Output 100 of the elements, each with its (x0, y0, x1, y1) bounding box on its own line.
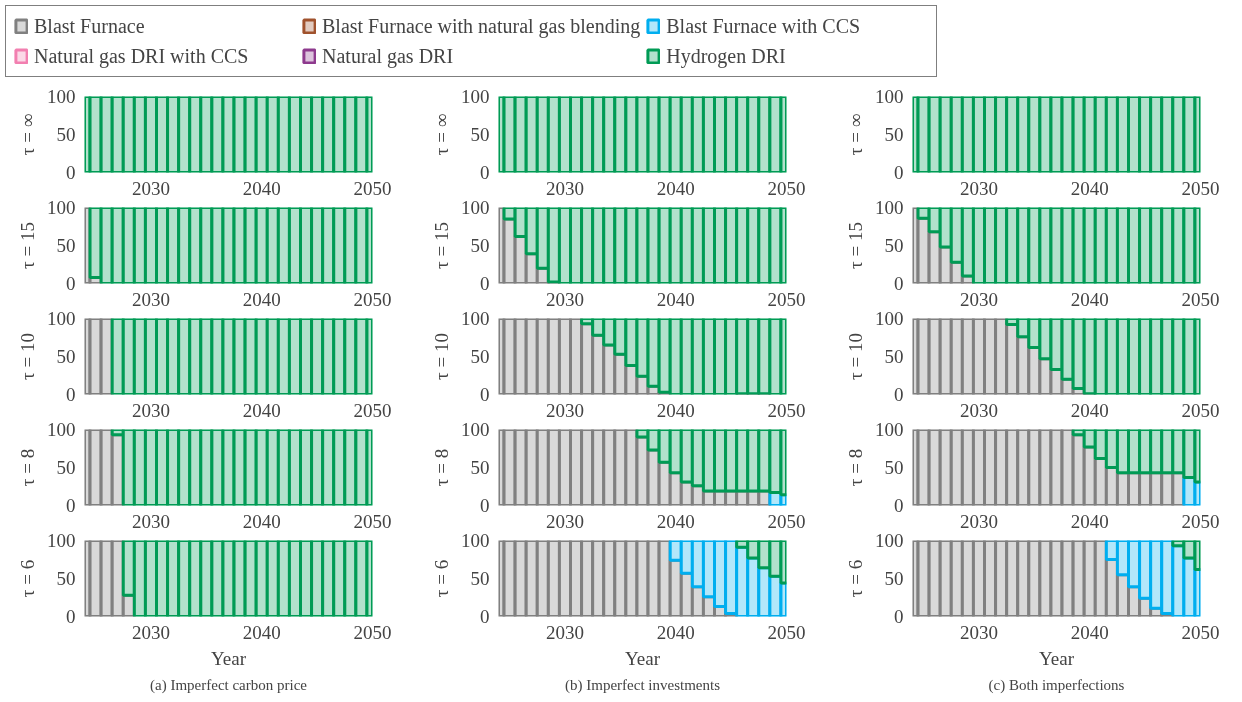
y-axis-title: τ = 10 (845, 333, 866, 380)
y-tick-label: 50 (884, 568, 904, 589)
x-tick-label: 2040 (656, 177, 695, 199)
y-tick-label: 0 (480, 606, 490, 627)
x-tick-label: 2030 (131, 621, 170, 643)
x-tick-label: 2050 (767, 288, 806, 310)
y-axis-title: τ = 8 (845, 448, 866, 487)
y-tick-label: 50 (884, 235, 904, 256)
y-axis-title: τ = ∞ (845, 113, 866, 156)
y-axis-title: τ = ∞ (17, 113, 38, 156)
x-tick-label: 2030 (545, 510, 584, 532)
y-tick-label: 50 (56, 346, 76, 367)
x-axis-title: Year (210, 647, 247, 669)
x-tick-label: 2050 (1181, 288, 1220, 310)
y-axis-title: τ = ∞ (431, 113, 452, 156)
x-tick-label: 2050 (767, 510, 806, 532)
x-tick-label: 2050 (1181, 510, 1220, 532)
x-tick-label: 2050 (767, 621, 806, 643)
x-tick-label: 2050 (767, 177, 806, 199)
y-tick-label: 100 (875, 308, 904, 329)
y-tick-label: 50 (56, 235, 76, 256)
y-tick-label: 0 (894, 606, 904, 627)
x-tick-label: 2040 (1070, 177, 1109, 199)
x-tick-label: 2030 (545, 399, 584, 421)
x-tick-label: 2040 (242, 510, 281, 532)
x-tick-label: 2050 (1181, 177, 1220, 199)
x-tick-label: 2040 (242, 621, 281, 643)
x-tick-label: 2040 (656, 399, 695, 421)
y-tick-label: 100 (461, 86, 490, 107)
y-tick-label: 100 (47, 530, 76, 551)
legend-label: Blast Furnace with CCS (666, 14, 862, 38)
y-tick-label: 100 (461, 419, 490, 440)
x-tick-label: 2040 (1070, 621, 1109, 643)
y-tick-label: 0 (66, 384, 76, 405)
x-tick-label: 2050 (353, 288, 392, 310)
y-axis-title: τ = 10 (431, 333, 452, 380)
y-tick-label: 100 (875, 86, 904, 107)
x-tick-label: 2030 (959, 288, 998, 310)
x-tick-label: 2030 (545, 177, 584, 199)
x-tick-label: 2030 (131, 510, 170, 532)
y-axis-title: τ = 10 (17, 333, 38, 380)
x-tick-label: 2050 (353, 510, 392, 532)
legend-label: Natural gas DRI with CCS (34, 44, 250, 68)
y-axis-title: τ = 6 (431, 559, 452, 598)
x-tick-label: 2040 (656, 510, 695, 532)
x-tick-label: 2050 (353, 399, 392, 421)
y-tick-label: 100 (461, 197, 490, 218)
x-tick-label: 2040 (1070, 510, 1109, 532)
legend-label: Blast Furnace (34, 14, 146, 38)
y-tick-label: 0 (480, 162, 490, 183)
y-axis-title: τ = 15 (845, 222, 866, 269)
legend-label: Natural gas DRI (322, 44, 455, 68)
y-tick-label: 50 (470, 457, 490, 478)
y-tick-label: 50 (884, 457, 904, 478)
x-tick-label: 2050 (353, 177, 392, 199)
x-tick-label: 2030 (131, 288, 170, 310)
x-tick-label: 2050 (353, 621, 392, 643)
y-tick-label: 0 (66, 162, 76, 183)
y-tick-label: 100 (461, 530, 490, 551)
x-axis-title: Year (1038, 647, 1075, 669)
text: (b) Imperfect investments (565, 676, 721, 694)
y-tick-label: 50 (470, 124, 490, 145)
y-tick-label: 100 (47, 308, 76, 329)
y-tick-label: 0 (66, 273, 76, 294)
y-tick-label: 100 (47, 419, 76, 440)
y-axis-title: τ = 8 (17, 448, 38, 487)
legend-label: Blast Furnace with natural gas blending (322, 14, 641, 38)
x-tick-label: 2030 (131, 177, 170, 199)
x-tick-label: 2030 (545, 621, 584, 643)
y-tick-label: 0 (480, 495, 490, 516)
x-tick-label: 2040 (242, 399, 281, 421)
y-axis-title: τ = 15 (431, 222, 452, 269)
y-tick-label: 50 (56, 457, 76, 478)
y-tick-label: 0 (480, 273, 490, 294)
y-axis-title: τ = 8 (431, 448, 452, 487)
y-axis-title: τ = 15 (17, 222, 38, 269)
y-tick-label: 0 (894, 162, 904, 183)
x-tick-label: 2030 (959, 177, 998, 199)
y-axis-title: τ = 6 (17, 559, 38, 598)
x-tick-label: 2050 (767, 399, 806, 421)
x-tick-label: 2040 (656, 288, 695, 310)
x-tick-label: 2030 (131, 399, 170, 421)
x-tick-label: 2040 (656, 621, 695, 643)
x-tick-label: 2030 (959, 621, 998, 643)
x-tick-label: 2050 (1181, 621, 1220, 643)
y-tick-label: 100 (47, 86, 76, 107)
x-tick-label: 2030 (959, 510, 998, 532)
y-tick-label: 0 (480, 384, 490, 405)
y-axis-title: τ = 6 (845, 559, 866, 598)
y-tick-label: 100 (461, 308, 490, 329)
x-tick-label: 2040 (1070, 288, 1109, 310)
y-tick-label: 50 (884, 124, 904, 145)
y-tick-label: 50 (56, 568, 76, 589)
y-tick-label: 50 (56, 124, 76, 145)
text: (c) Both imperfections (988, 676, 1125, 694)
text: (a) Imperfect carbon price (150, 676, 308, 694)
x-tick-label: 2030 (545, 288, 584, 310)
x-axis-title: Year (624, 647, 661, 669)
y-tick-label: 100 (875, 419, 904, 440)
y-tick-label: 50 (470, 235, 490, 256)
